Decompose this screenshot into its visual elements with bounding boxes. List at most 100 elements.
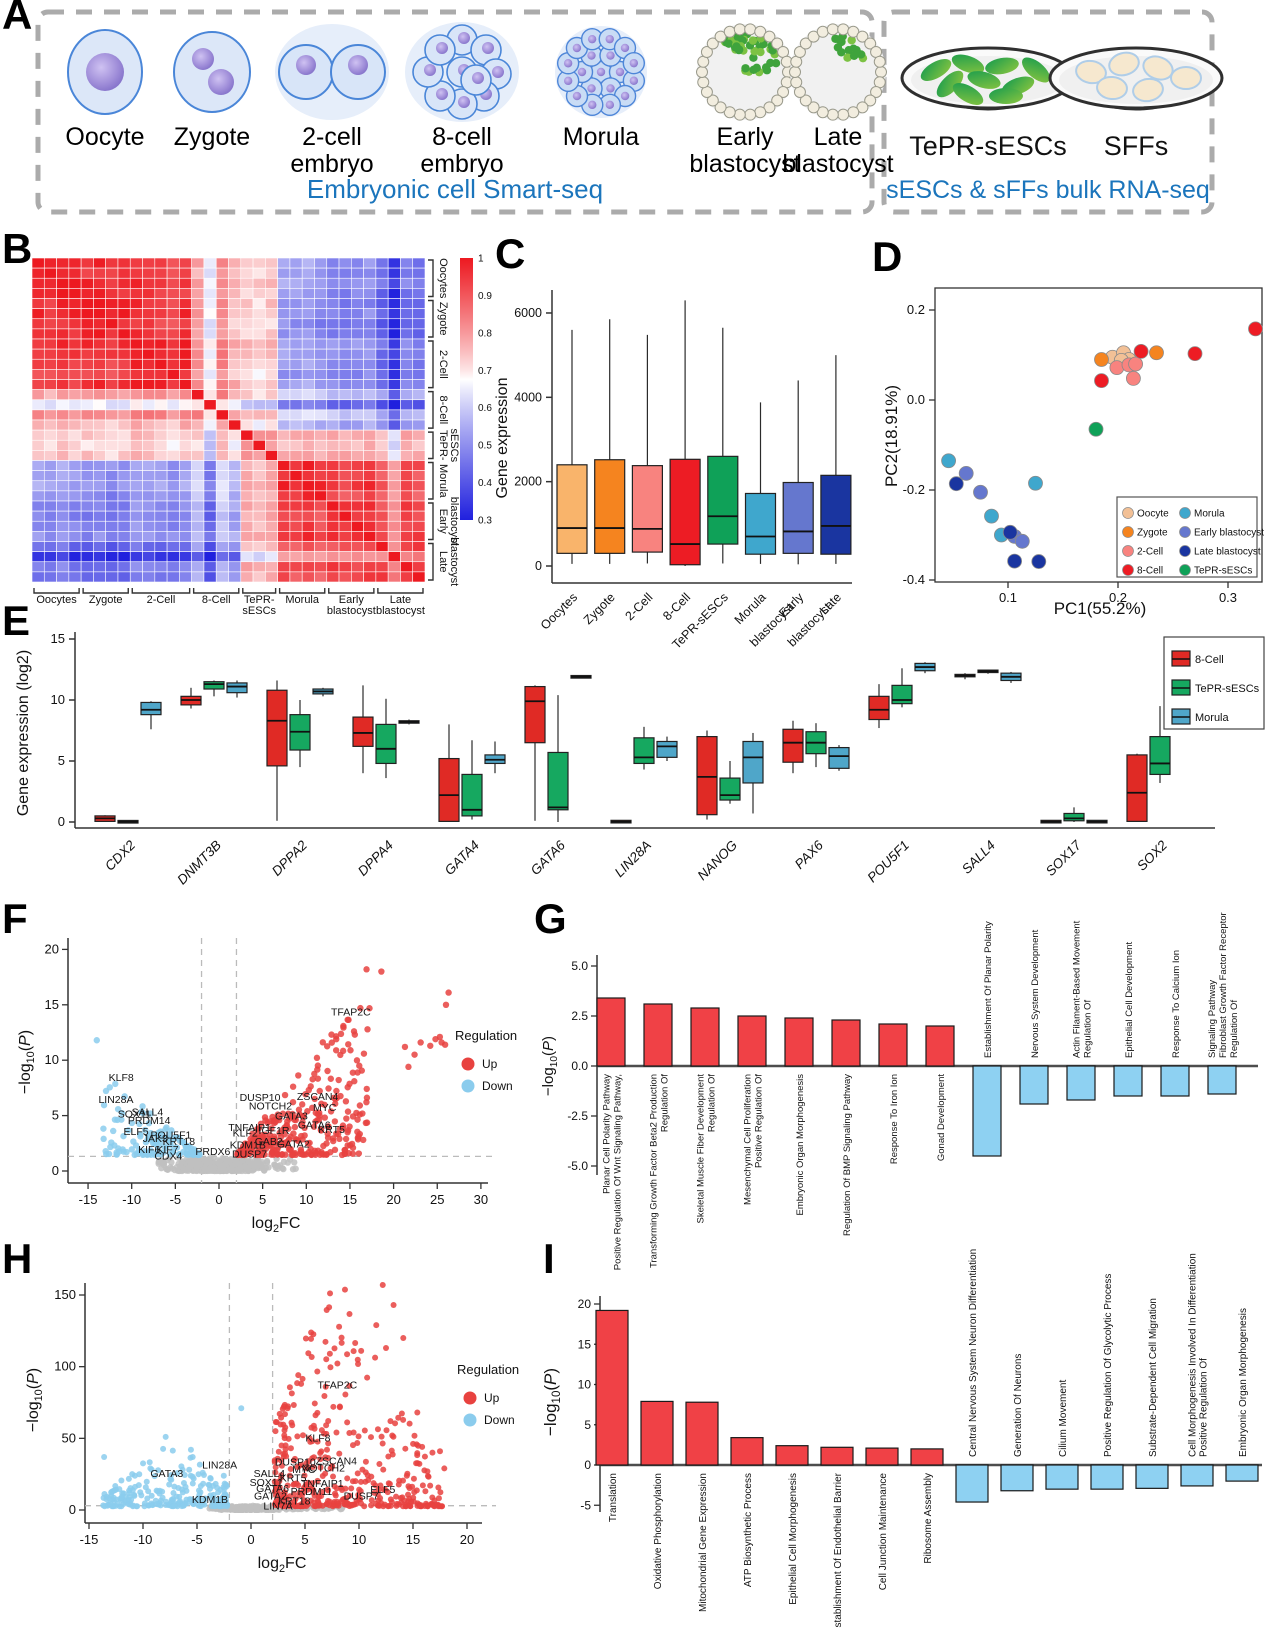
svg-text:Signaling Pathway: Signaling Pathway xyxy=(1207,980,1218,1058)
svg-text:Embryonic Organ Morphogenesis: Embryonic Organ Morphogenesis xyxy=(795,1074,806,1216)
svg-text:PRDM14: PRDM14 xyxy=(128,1115,171,1127)
svg-text:4000: 4000 xyxy=(514,390,542,404)
svg-text:GAB2: GAB2 xyxy=(255,1136,283,1148)
svg-text:KLF8: KLF8 xyxy=(305,1432,330,1444)
svg-text:0.0: 0.0 xyxy=(571,1059,588,1073)
svg-text:KLF8: KLF8 xyxy=(109,1072,134,1084)
svg-text:2-Cell: 2-Cell xyxy=(437,350,449,379)
svg-text:20: 20 xyxy=(45,941,59,956)
svg-text:KRT5: KRT5 xyxy=(318,1124,345,1136)
svg-text:100: 100 xyxy=(54,1359,76,1374)
svg-text:Morula: Morula xyxy=(1195,712,1230,724)
svg-text:10: 10 xyxy=(45,1052,59,1067)
svg-text:0.3: 0.3 xyxy=(478,516,492,527)
svg-text:Early: Early xyxy=(717,123,774,151)
svg-text:Regulation Of: Regulation Of xyxy=(1083,1000,1094,1058)
svg-text:NANOG: NANOG xyxy=(695,838,741,884)
svg-text:Morula: Morula xyxy=(732,590,769,627)
svg-text:8-Cell: 8-Cell xyxy=(202,594,231,606)
svg-text:blastocyst: blastocyst xyxy=(327,605,376,617)
svg-text:Regulation Of: Regulation Of xyxy=(660,1074,671,1132)
svg-text:2-Cell: 2-Cell xyxy=(623,590,656,623)
svg-text:Establishment Of Planar Polari: Establishment Of Planar Polarity xyxy=(983,921,994,1058)
svg-text:0.5: 0.5 xyxy=(478,441,492,452)
svg-text:Establishment Of Endothelial B: Establishment Of Endothelial Barrier xyxy=(833,1472,844,1628)
svg-text:Response To Iron Ion: Response To Iron Ion xyxy=(889,1074,900,1164)
svg-text:GATA3: GATA3 xyxy=(275,1111,308,1123)
svg-text:TePR-: TePR- xyxy=(244,594,275,606)
svg-text:5: 5 xyxy=(58,753,65,768)
svg-text:blastocyst: blastocyst xyxy=(782,150,893,178)
svg-text:10: 10 xyxy=(299,1192,313,1207)
svg-text:SOX11: SOX11 xyxy=(250,1477,283,1489)
panel-d-pca: 0.1 0.2 0.3 0.2 0.0 -0.2 -0.4 Oocyte Zygote 2-Cel… xyxy=(882,287,1264,618)
svg-text:TFAP2C: TFAP2C xyxy=(318,1379,358,1391)
svg-text:log2FC: log2FC xyxy=(252,1215,301,1235)
svg-text:0.0: 0.0 xyxy=(907,392,925,407)
svg-text:KLF2: KLF2 xyxy=(233,1127,258,1139)
svg-text:Zygote: Zygote xyxy=(1137,528,1168,539)
svg-text:JAK3: JAK3 xyxy=(143,1133,168,1145)
svg-text:−log10(P): −log10(P) xyxy=(540,1036,560,1096)
svg-text:DUSP7: DUSP7 xyxy=(232,1148,267,1160)
svg-text:SOX2: SOX2 xyxy=(1134,837,1170,873)
svg-text:embryo: embryo xyxy=(420,150,503,178)
svg-text:Gene expression: Gene expression xyxy=(494,378,511,499)
svg-text:Skeletal Muscle Fiber Developm: Skeletal Muscle Fiber Development xyxy=(696,1074,707,1224)
svg-text:0.2: 0.2 xyxy=(907,302,925,317)
svg-text:Regulation: Regulation xyxy=(455,1028,517,1043)
svg-text:Morula: Morula xyxy=(563,123,640,151)
svg-text:0: 0 xyxy=(58,814,65,829)
svg-text:SALL4: SALL4 xyxy=(959,838,998,877)
svg-text:8-Cell: 8-Cell xyxy=(437,396,449,425)
svg-text:ZSCAN4: ZSCAN4 xyxy=(297,1091,339,1103)
svg-text:Down: Down xyxy=(484,1413,515,1427)
svg-text:-15: -15 xyxy=(80,1532,99,1547)
svg-text:0.8: 0.8 xyxy=(478,328,492,339)
svg-text:15: 15 xyxy=(45,997,59,1012)
svg-text:Oocyte: Oocyte xyxy=(1137,509,1169,520)
svg-text:NOTCH2: NOTCH2 xyxy=(302,1462,345,1474)
svg-text:log2FC: log2FC xyxy=(258,1555,307,1575)
svg-text:20: 20 xyxy=(460,1532,474,1547)
svg-text:KDM1B: KDM1B xyxy=(230,1140,266,1152)
svg-text:GATA2: GATA2 xyxy=(254,1490,287,1502)
svg-text:Early: Early xyxy=(437,509,449,535)
svg-text:0.4: 0.4 xyxy=(478,478,492,489)
svg-text:Epithelial Cell Development: Epithelial Cell Development xyxy=(1124,941,1135,1058)
svg-text:-5: -5 xyxy=(191,1532,203,1547)
svg-text:KDM1B: KDM1B xyxy=(192,1494,228,1506)
panel-label-i: I xyxy=(543,1235,555,1282)
svg-text:-5.0: -5.0 xyxy=(567,1159,588,1173)
svg-text:Generation Of Neurons: Generation Of Neurons xyxy=(1013,1354,1024,1457)
svg-text:10: 10 xyxy=(578,1378,592,1392)
svg-text:Up: Up xyxy=(482,1057,498,1071)
svg-text:−log10(P): −log10(P) xyxy=(17,1030,37,1094)
svg-text:−log10(P): −log10(P) xyxy=(541,1368,563,1436)
svg-text:Cell Junction Maintenance: Cell Junction Maintenance xyxy=(878,1473,889,1591)
svg-text:LIN28A: LIN28A xyxy=(98,1094,133,1106)
svg-text:1: 1 xyxy=(478,254,484,265)
svg-text:2-Cell: 2-Cell xyxy=(1137,547,1163,558)
panel-g-go-bars: 5.0 2.5 0.0 -2.5 -5.0 Positive Regulation Of … xyxy=(540,912,1258,1270)
svg-text:5: 5 xyxy=(259,1192,266,1207)
svg-text:SOX11: SOX11 xyxy=(118,1108,151,1120)
svg-text:blastocyst: blastocyst xyxy=(448,537,460,586)
svg-text:Early: Early xyxy=(339,594,365,606)
svg-text:Mitochondrial Gene Expression: Mitochondrial Gene Expression xyxy=(698,1473,709,1612)
svg-text:blastocyst: blastocyst xyxy=(689,150,800,178)
svg-text:5: 5 xyxy=(584,1418,591,1432)
svg-text:0: 0 xyxy=(215,1192,222,1207)
svg-text:IGF1R: IGF1R xyxy=(259,1125,290,1137)
panel-a-illustration: Oocyte Zygote 2-cellembryo8-cellembryoMoru… xyxy=(35,9,1224,215)
svg-text:0: 0 xyxy=(535,559,542,573)
svg-text:MYC: MYC xyxy=(292,1464,316,1476)
svg-text:Ribosome Assembly: Ribosome Assembly xyxy=(923,1473,934,1564)
svg-text:8-Cell: 8-Cell xyxy=(1195,654,1224,666)
svg-text:DPPA2: DPPA2 xyxy=(269,837,311,879)
panel-label-d: D xyxy=(872,233,903,280)
svg-text:5.0: 5.0 xyxy=(571,959,588,973)
svg-text:TNFAIP1: TNFAIP1 xyxy=(301,1478,344,1490)
svg-text:Late: Late xyxy=(390,594,411,606)
